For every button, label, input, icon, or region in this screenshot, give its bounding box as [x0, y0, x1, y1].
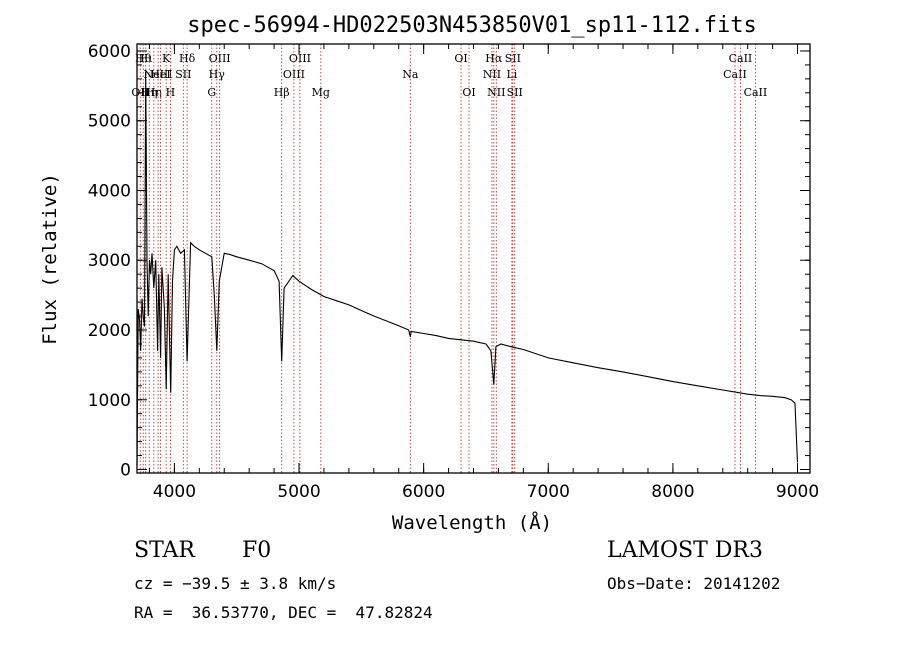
line-mark-label: Hδ [179, 52, 196, 65]
line-mark-label: Hβ [274, 86, 290, 99]
line-mark-label: NII [483, 68, 501, 81]
line-mark-label: NII [487, 86, 505, 99]
y-axis-label: Flux (relative) [39, 173, 61, 345]
line-mark-label: NeIII [143, 68, 172, 81]
survey-name: LAMOST DR3 [607, 538, 763, 563]
line-mark-label: OI [462, 86, 475, 99]
line-mark-label: OIII [283, 68, 305, 81]
line-mark-label: CaII [723, 68, 747, 81]
line-mark-label: Hη [146, 86, 162, 99]
line-mark-label: Mg [312, 86, 330, 99]
line-mark-label: Hγ [209, 68, 226, 81]
object-class: STAR [134, 538, 195, 563]
observation-date: Obs−Date: 20141202 [607, 574, 781, 593]
x-tick-label: 7000 [527, 482, 570, 502]
x-tick-label: 8000 [651, 482, 694, 502]
y-tick-label: 2000 [88, 321, 131, 341]
line-mark-label: Hα [485, 52, 503, 65]
spectrum-line [136, 71, 799, 467]
line-mark-label: OI [454, 52, 467, 65]
line-mark-label: Hθ [135, 52, 152, 65]
line-mark-label: K [162, 52, 171, 65]
x-tick-label: 4000 [153, 482, 196, 502]
y-tick-label: 5000 [88, 112, 131, 132]
line-mark-label: OIII [209, 52, 231, 65]
line-mark-label: CaII [744, 86, 768, 99]
axis-ticks: 4000 5000 6000 7000 8000 9000 0 1000 2000 3000 400… [88, 42, 819, 502]
line-marks: OIIHθHιHηHηNeIIIHeIKHSIIHδGHγOIIIHβOIIIO… [131, 44, 767, 473]
y-tick-label: 1000 [88, 391, 131, 411]
line-mark-label: SII [175, 68, 191, 81]
line-mark-label: OIII [289, 52, 311, 65]
line-mark-label: Hι [139, 52, 153, 65]
line-mark-label: SII [507, 86, 523, 99]
redshift-info: cz = −39.5 ± 3.8 km/s [134, 574, 337, 593]
y-tick-label: 4000 [88, 181, 131, 201]
line-mark-label: Na [402, 68, 419, 81]
y-tick-label: 3000 [88, 251, 131, 271]
x-tick-label: 5000 [277, 482, 320, 502]
line-mark-label: H [166, 86, 176, 99]
line-mark-label: CaII [729, 52, 753, 65]
line-mark-label: HeI [150, 68, 170, 81]
line-mark-label: Li [506, 68, 517, 81]
sky-coordinates: RA = 36.53770, DEC = 47.82824 [134, 603, 433, 622]
x-tick-label: 6000 [402, 482, 445, 502]
y-tick-label: 6000 [88, 42, 131, 62]
chart-title: spec-56994-HD022503N453850V01_sp11-112.f… [187, 13, 757, 38]
x-tick-label: 9000 [776, 482, 819, 502]
object-subclass: F0 [242, 538, 272, 563]
x-axis-label: Wavelength (Å) [392, 511, 552, 534]
line-mark-label: G [207, 86, 216, 99]
line-mark-label: SII [505, 52, 521, 65]
plot-frame [136, 43, 811, 474]
y-tick-label: 0 [120, 461, 131, 481]
